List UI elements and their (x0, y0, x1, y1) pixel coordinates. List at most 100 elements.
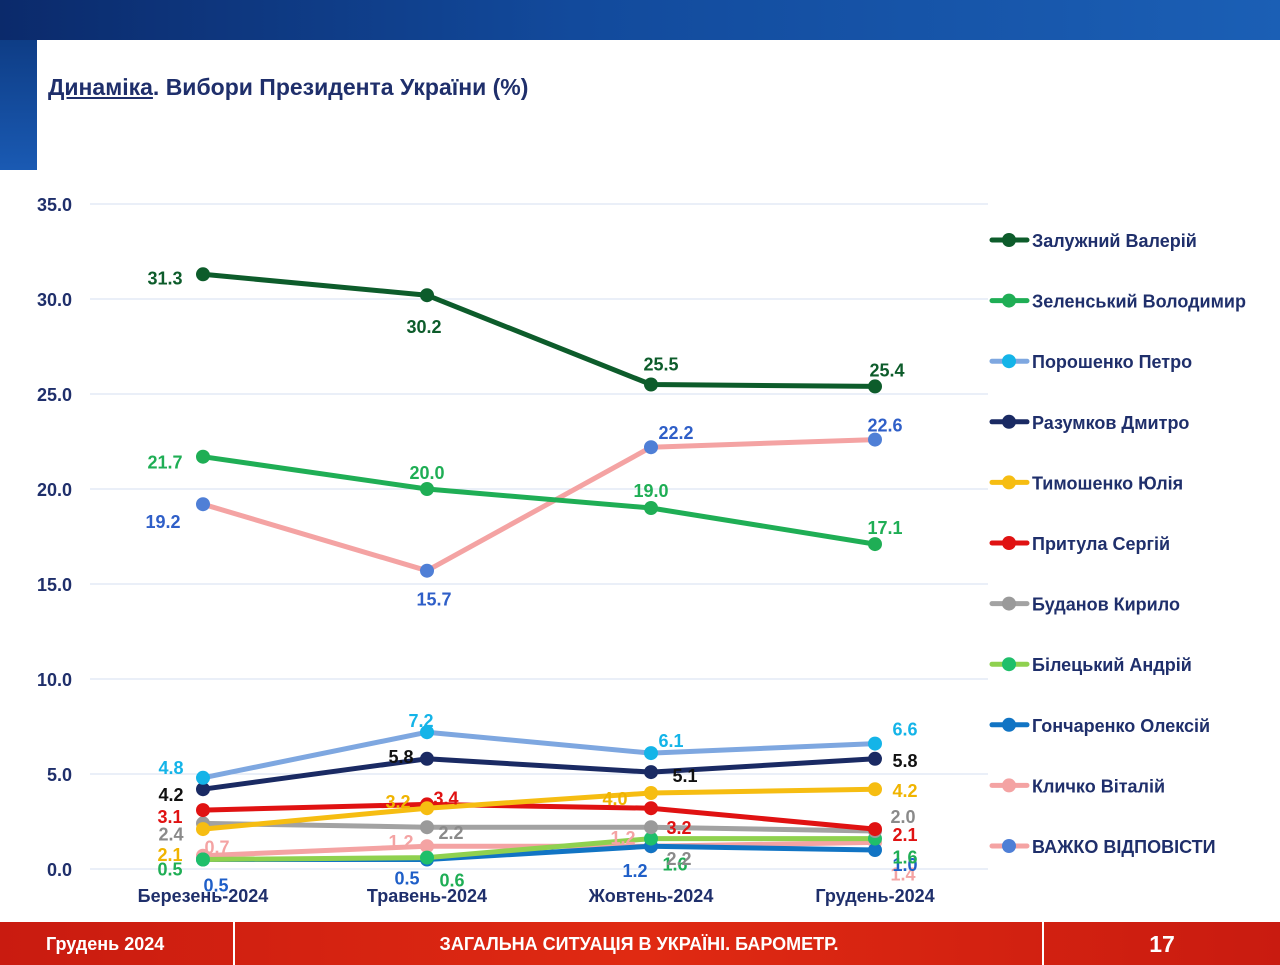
data-point (644, 786, 658, 800)
data-label: 7.2 (408, 711, 433, 731)
data-point (644, 820, 658, 835)
y-tick-label: 20.0 (37, 480, 72, 500)
page-title: Динаміка. Вибори Президента України (%) (48, 74, 528, 101)
series-line (200, 820, 878, 834)
data-label: 25.5 (643, 355, 678, 375)
legend-label: ВАЖКО ВІДПОВІСТИ (1032, 837, 1216, 857)
data-point (644, 801, 658, 816)
legend-marker (1002, 475, 1016, 490)
left-accent-strip (0, 40, 37, 170)
data-point (644, 765, 658, 780)
footer-bar: Грудень 2024 ЗАГАЛЬНА СИТУАЦІЯ В УКРАЇНІ… (0, 922, 1280, 965)
series-line (200, 756, 878, 792)
data-point (868, 751, 882, 766)
y-tick-label: 25.0 (37, 385, 72, 405)
legend-label: Білецький Андрій (1032, 655, 1192, 675)
data-label: 2.1 (157, 845, 182, 865)
data-point (420, 725, 434, 740)
data-label: 4.8 (158, 758, 183, 778)
series-line (200, 271, 878, 389)
data-point (868, 822, 882, 837)
data-label: 21.7 (147, 453, 182, 473)
data-point (420, 801, 434, 816)
top-banner (0, 0, 1280, 40)
data-label: 0.5 (394, 869, 419, 889)
data-label: 1.2 (622, 861, 647, 881)
data-point (420, 563, 434, 578)
footer-date: Грудень 2024 (46, 934, 165, 954)
legend-label: Кличко Віталій (1032, 776, 1165, 796)
footer-divider-right (1042, 922, 1044, 965)
legend-label: Тимошенко Юлія (1032, 473, 1183, 493)
series-line (200, 836, 878, 862)
data-label: 30.2 (406, 317, 441, 337)
y-tick-label: 0.0 (47, 860, 72, 880)
data-point (868, 432, 882, 447)
data-label: 2.2 (438, 823, 463, 843)
page-number: 17 (1149, 931, 1175, 957)
legend-label: Гончаренко Олексій (1032, 716, 1210, 736)
data-label: 2.4 (158, 824, 183, 844)
data-point (196, 803, 210, 818)
data-label: 3.2 (385, 792, 410, 812)
data-label: 1.6 (662, 855, 687, 875)
data-label: 2.1 (892, 825, 917, 845)
data-label: 1.4 (890, 864, 915, 884)
x-tick-label: Травень-2024 (367, 886, 487, 906)
legend-marker (1002, 657, 1016, 672)
data-label: 22.6 (867, 416, 902, 436)
data-label: 1.2 (610, 828, 635, 848)
data-label: 1.0 (892, 855, 917, 875)
data-point (196, 852, 210, 867)
data-label: 3.4 (433, 788, 458, 808)
legend-marker (1002, 778, 1016, 793)
legend-label: Буданов Кирило (1032, 595, 1180, 615)
legend-label: Залужний Валерій (1032, 231, 1197, 251)
legend-marker (1002, 233, 1016, 247)
data-point (868, 537, 882, 552)
legend-label: Притула Сергій (1032, 534, 1170, 554)
data-point (868, 843, 882, 857)
data-label: 0.7 (204, 838, 229, 858)
data-label: 4.2 (158, 785, 183, 805)
data-point (868, 782, 882, 797)
data-point (644, 377, 658, 392)
title-rest: . Вибори Президента України (%) (152, 74, 529, 100)
series-line (200, 786, 878, 832)
data-point (196, 770, 210, 785)
data-point (868, 379, 882, 394)
data-label: 19.2 (145, 512, 180, 532)
series-line (200, 801, 878, 832)
data-label: 6.6 (892, 720, 917, 740)
legend-marker (1002, 839, 1016, 853)
y-tick-label: 15.0 (37, 575, 72, 595)
data-label: 0.6 (439, 871, 464, 891)
data-label: 0.5 (157, 860, 182, 880)
data-point (868, 736, 882, 751)
data-label: 31.3 (147, 268, 182, 288)
series-line (200, 437, 878, 574)
legend-marker (1002, 414, 1016, 429)
data-point (644, 440, 658, 455)
data-label: 5.8 (388, 747, 413, 767)
data-point (644, 501, 658, 515)
line-chart: 0.0 5.0 10.0 15.0 20.0 25.0 30.0 35.0 Березень-2… (37, 195, 1246, 906)
data-label: 19.0 (633, 481, 668, 501)
y-tick-label: 5.0 (47, 765, 72, 785)
data-point (420, 482, 434, 496)
footer-title: ЗАГАЛЬНА СИТУАЦІЯ В УКРАЇНІ. БАРОМЕТР. (439, 934, 839, 954)
legend-label: Порошенко Петро (1032, 352, 1192, 372)
data-point (196, 497, 210, 512)
legend-marker (1002, 536, 1016, 550)
data-label: 0.5 (203, 876, 228, 896)
legend-marker (1002, 354, 1016, 369)
data-label: 6.1 (658, 731, 683, 751)
legend-marker (1002, 717, 1016, 732)
data-label: 4.0 (602, 789, 627, 809)
data-label: 15.7 (416, 590, 451, 610)
x-tick-label: Грудень-2024 (815, 886, 934, 906)
legend-marker (1002, 293, 1016, 308)
data-label: 5.8 (892, 751, 917, 771)
legend-label: Зеленський Володимир (1032, 292, 1246, 312)
series-line (200, 729, 878, 781)
